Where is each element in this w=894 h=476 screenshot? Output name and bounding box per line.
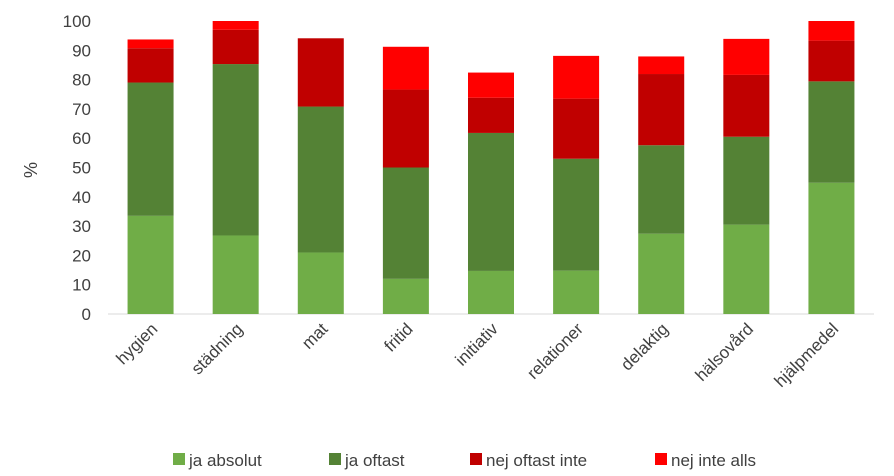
bar-segment (382, 278, 429, 314)
bar-segment (382, 46, 429, 90)
legend-label: ja absolut (188, 451, 262, 470)
legend-label: nej oftast inte (486, 451, 587, 470)
bar-segment (382, 89, 429, 168)
bar-segment (127, 39, 174, 49)
bars-group (127, 21, 855, 314)
bar-segment (297, 252, 344, 314)
bar-segment (638, 74, 685, 146)
legend-swatch (329, 453, 341, 465)
bar-segment (127, 48, 174, 83)
bar-segment (297, 38, 344, 107)
bar-segment (127, 82, 174, 216)
category-label: delaktig (617, 319, 672, 374)
y-tick-label: 60 (72, 129, 91, 148)
bar-segment (723, 74, 770, 137)
bar-segment (468, 270, 514, 314)
category-label: fritid (381, 319, 417, 355)
y-tick-label: 40 (72, 188, 91, 207)
bar-segment (468, 72, 514, 98)
category-label: städning (188, 319, 247, 378)
legend-swatch (173, 453, 185, 465)
legend-label: ja oftast (344, 451, 405, 470)
bar-segment (212, 29, 259, 65)
legend-label: nej inte alls (671, 451, 756, 470)
bar-segment (638, 145, 685, 234)
category-label: hälsovård (692, 319, 758, 385)
y-tick-label: 100 (63, 12, 91, 31)
y-tick-label: 70 (72, 100, 91, 119)
bar-segment (212, 21, 259, 30)
y-tick-label: 20 (72, 246, 91, 265)
y-tick-label: 0 (82, 305, 91, 324)
bar-segment (553, 55, 600, 99)
bar-segment (553, 98, 600, 159)
bar-segment (212, 64, 259, 236)
bar-segment (723, 38, 770, 75)
category-label: hjälpmedel (771, 319, 843, 391)
bar-segment (808, 182, 855, 314)
y-axis-label: % (21, 162, 41, 178)
y-tick-label: 30 (72, 217, 91, 236)
bar-segment (808, 81, 855, 183)
y-axis-ticks: 0 10 20 30 40 50 60 70 80 90 100 (63, 12, 91, 324)
bar-segment (723, 136, 770, 225)
bar-segment (723, 224, 770, 314)
bar-segment (212, 235, 259, 314)
y-tick-label: 90 (72, 41, 91, 60)
y-tick-label: 10 (72, 276, 91, 295)
bar-segment (638, 233, 685, 314)
category-label: relationer (523, 319, 587, 383)
bar-segment (638, 56, 685, 75)
bar-segment (553, 270, 600, 314)
bar-segment (127, 215, 174, 314)
category-labels: hygien städning mat fritid initiativ relation… (113, 319, 843, 391)
legend-swatch (470, 453, 482, 465)
category-label: mat (298, 319, 332, 353)
legend: ja absolut ja oftast nej oftast inte nej in… (173, 451, 756, 470)
legend-swatch (655, 453, 667, 465)
category-label: initiativ (452, 319, 503, 370)
bar-segment (553, 158, 600, 271)
bar-segment (468, 97, 514, 133)
bar-segment (808, 21, 855, 41)
category-label: hygien (113, 319, 162, 368)
bar-segment (808, 40, 855, 82)
y-tick-label: 80 (72, 71, 91, 90)
bar-segment (297, 106, 344, 253)
y-tick-label: 50 (72, 159, 91, 178)
bar-segment (382, 167, 429, 279)
bar-segment (468, 132, 514, 271)
